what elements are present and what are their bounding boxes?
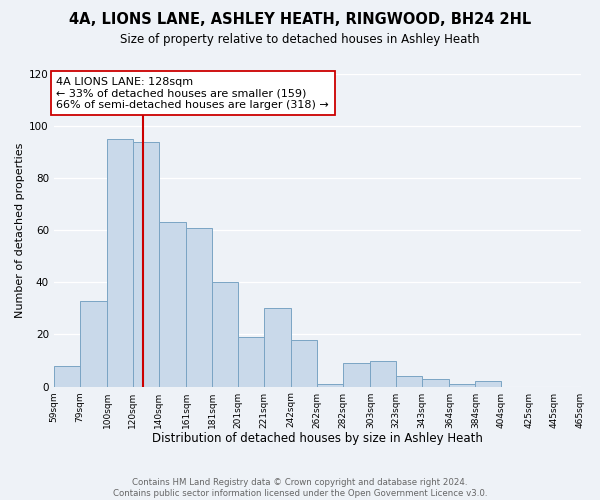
Text: Contains HM Land Registry data © Crown copyright and database right 2024.
Contai: Contains HM Land Registry data © Crown c…	[113, 478, 487, 498]
Bar	[422, 379, 449, 386]
Bar	[54, 366, 80, 386]
Bar	[212, 282, 238, 387]
Bar	[396, 376, 422, 386]
Text: Size of property relative to detached houses in Ashley Heath: Size of property relative to detached ho…	[120, 33, 480, 46]
Bar	[449, 384, 475, 386]
Bar	[291, 340, 317, 386]
Bar	[238, 337, 264, 386]
Bar	[317, 384, 343, 386]
Bar	[370, 360, 396, 386]
Bar	[107, 139, 133, 386]
Bar	[133, 142, 159, 386]
X-axis label: Distribution of detached houses by size in Ashley Heath: Distribution of detached houses by size …	[152, 432, 482, 445]
Bar	[80, 300, 107, 386]
Bar	[475, 382, 502, 386]
Bar	[343, 363, 370, 386]
Bar	[159, 222, 186, 386]
Y-axis label: Number of detached properties: Number of detached properties	[15, 142, 25, 318]
Bar	[264, 308, 291, 386]
Bar	[186, 228, 212, 386]
Text: 4A, LIONS LANE, ASHLEY HEATH, RINGWOOD, BH24 2HL: 4A, LIONS LANE, ASHLEY HEATH, RINGWOOD, …	[69, 12, 531, 28]
Text: 4A LIONS LANE: 128sqm
← 33% of detached houses are smaller (159)
66% of semi-det: 4A LIONS LANE: 128sqm ← 33% of detached …	[56, 76, 329, 110]
